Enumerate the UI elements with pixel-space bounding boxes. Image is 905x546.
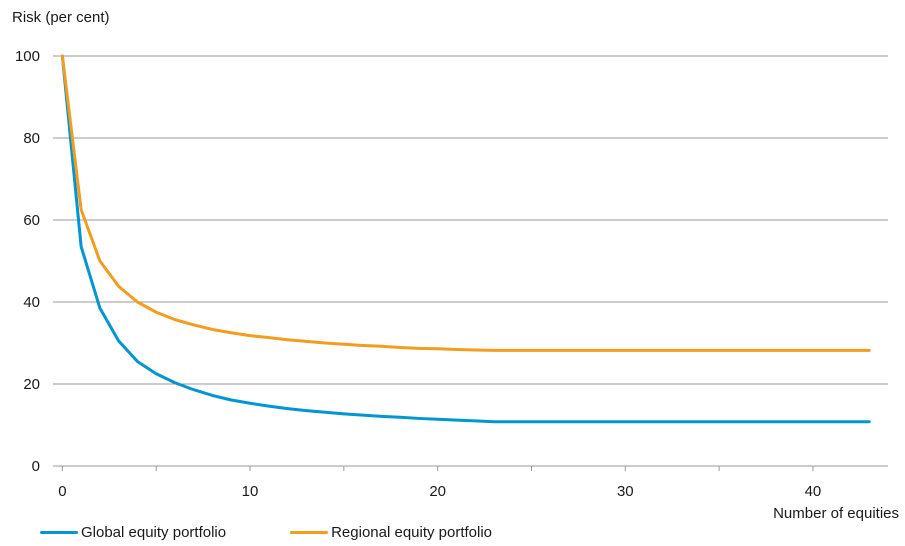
legend-label-global: Global equity portfolio	[81, 524, 227, 541]
series-line-regional	[60, 54, 871, 352]
gridlines	[53, 55, 888, 385]
legend: Global equity portfolio Regional equity …	[40, 524, 492, 541]
y-tick-label-0: 0	[32, 458, 40, 475]
x-tick-label-30: 30	[617, 483, 634, 500]
y-tick-label-40: 40	[23, 294, 40, 311]
legend-item-regional: Regional equity portfolio	[290, 524, 492, 541]
y-tick-label-100: 100	[15, 48, 40, 65]
y-tick-label-60: 60	[23, 212, 40, 229]
legend-item-global: Global equity portfolio	[40, 524, 226, 541]
x-tick-label-0: 0	[58, 483, 66, 500]
series-line-global	[60, 54, 871, 424]
x-tick-label-20: 20	[429, 483, 446, 500]
axes	[53, 465, 888, 471]
legend-swatch-global	[40, 531, 78, 534]
y-tick-label-20: 20	[23, 376, 40, 393]
x-tick-label-10: 10	[242, 483, 259, 500]
tick-labels: 0 20 40 60 80 100 0 10 20 30 40	[15, 48, 821, 500]
series-lines	[60, 54, 871, 424]
y-axis-title: Risk (per cent)	[12, 9, 110, 26]
y-tick-label-80: 80	[23, 130, 40, 147]
x-axis-title: Number of equities	[773, 505, 899, 522]
x-tick-label-40: 40	[805, 483, 822, 500]
legend-label-regional: Regional equity portfolio	[331, 524, 493, 541]
legend-swatch-regional	[290, 531, 329, 534]
